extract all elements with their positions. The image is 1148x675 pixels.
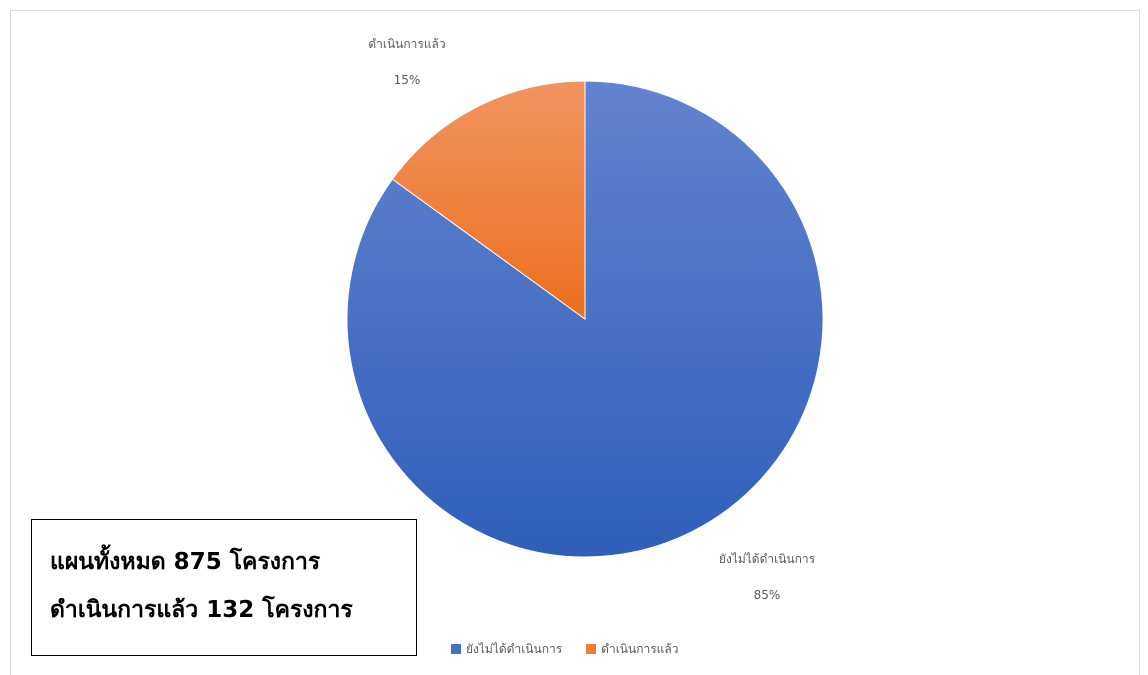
legend-label-not-started: ยังไม่ได้ดำเนินการ: [466, 641, 563, 656]
data-label-category-1: ดำเนินการแล้ว: [368, 37, 445, 51]
data-label-percent-0: 85%: [754, 588, 781, 602]
chart-legend: ยังไม่ได้ดำเนินการ ดำเนินการแล้ว: [451, 640, 702, 658]
legend-item-done: ดำเนินการแล้ว: [586, 640, 678, 659]
legend-item-not-started: ยังไม่ได้ดำเนินการ: [451, 640, 562, 659]
legend-swatch-orange: [586, 644, 597, 654]
summary-total-plans: แผนทั้งหมด 875 โครงการ: [50, 549, 321, 575]
legend-label-done: ดำเนินการแล้ว: [601, 641, 679, 656]
summary-box: แผนทั้งหมด 875 โครงการ ดำเนินการแล้ว 132…: [31, 519, 417, 656]
legend-swatch-blue: [451, 644, 461, 654]
pie-slice-done: [391, 80, 586, 320]
summary-completed-plans: ดำเนินการแล้ว 132 โครงการ: [50, 597, 353, 623]
data-label-percent-1: 15%: [394, 73, 421, 87]
data-label-category-0: ยังไม่ได้ดำเนินการ: [719, 552, 816, 566]
